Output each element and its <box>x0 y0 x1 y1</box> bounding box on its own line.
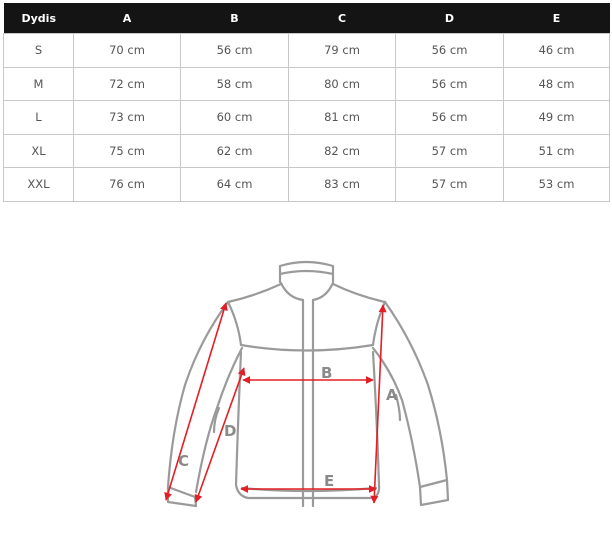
table-header-row: Dydis A B C D E <box>3 3 610 34</box>
measurement-cell: 60 cm <box>180 100 289 135</box>
measurement-cell: 51 cm <box>503 133 610 168</box>
measurement-cell: 49 cm <box>503 100 610 135</box>
measurement-cell: 76 cm <box>73 167 181 202</box>
measurement-cell: 64 cm <box>180 167 289 202</box>
label-b: B <box>321 364 332 382</box>
header-e: E <box>503 3 610 34</box>
measurement-cell: 56 cm <box>395 100 504 135</box>
header-c: C <box>288 3 396 34</box>
measurement-cell: 53 cm <box>503 167 610 202</box>
size-table: Dydis A B C D E S 70 cm 56 cm 79 cm 56 cm 46 … <box>3 3 610 202</box>
header-a: A <box>73 3 181 34</box>
arrow-c <box>164 302 228 501</box>
table-row: L 73 cm 60 cm 81 cm 56 cm 49 cm <box>3 100 610 135</box>
measurement-cell: 46 cm <box>503 33 610 68</box>
measurement-arrows <box>164 302 387 504</box>
label-c: C <box>178 452 189 470</box>
header-b: B <box>180 3 289 34</box>
size-cell: XXL <box>3 167 74 202</box>
table-row: XXL 76 cm 64 cm 83 cm 57 cm 53 cm <box>3 167 610 202</box>
header-size: Dydis <box>3 3 74 34</box>
measurement-cell: 56 cm <box>180 33 289 68</box>
arrow-d <box>194 367 246 503</box>
size-cell: XL <box>3 133 74 168</box>
measurement-cell: 57 cm <box>395 133 504 168</box>
measurement-cell: 48 cm <box>503 66 610 101</box>
measurement-cell: 83 cm <box>288 167 396 202</box>
label-e: E <box>324 472 334 490</box>
label-a: A <box>386 386 398 404</box>
arrow-a <box>370 304 387 504</box>
measurement-cell: 82 cm <box>288 133 396 168</box>
size-cell: M <box>3 66 74 101</box>
label-d: D <box>224 422 236 440</box>
jacket-outline <box>166 260 450 508</box>
table-row: M 72 cm 58 cm 80 cm 56 cm 48 cm <box>3 66 610 101</box>
measurement-cell: 56 cm <box>395 66 504 101</box>
size-cell: L <box>3 100 74 135</box>
measurement-cell: 70 cm <box>73 33 181 68</box>
table-row: XL 75 cm 62 cm 82 cm 57 cm 51 cm <box>3 133 610 168</box>
measurement-cell: 58 cm <box>180 66 289 101</box>
header-d: D <box>395 3 504 34</box>
measurement-cell: 75 cm <box>73 133 181 168</box>
measurement-cell: 80 cm <box>288 66 396 101</box>
measurement-cell: 57 cm <box>395 167 504 202</box>
